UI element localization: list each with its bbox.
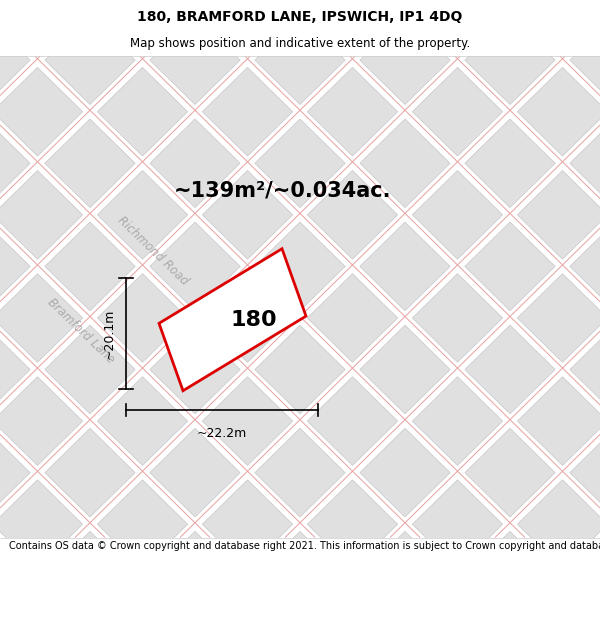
Polygon shape <box>412 0 503 53</box>
Polygon shape <box>570 531 600 620</box>
Polygon shape <box>45 119 135 208</box>
Polygon shape <box>412 377 503 466</box>
Polygon shape <box>45 222 135 311</box>
Text: ~139m²/~0.034ac.: ~139m²/~0.034ac. <box>173 181 391 201</box>
Polygon shape <box>45 531 135 620</box>
Polygon shape <box>360 325 450 414</box>
Text: Contains OS data © Crown copyright and database right 2021. This information is : Contains OS data © Crown copyright and d… <box>9 541 600 551</box>
Polygon shape <box>517 68 600 156</box>
Polygon shape <box>159 249 306 391</box>
Polygon shape <box>517 171 600 259</box>
Polygon shape <box>0 16 30 104</box>
Polygon shape <box>307 377 398 466</box>
Polygon shape <box>570 222 600 311</box>
Polygon shape <box>0 119 30 208</box>
Polygon shape <box>202 480 293 569</box>
Polygon shape <box>150 119 240 208</box>
Polygon shape <box>255 16 345 104</box>
Polygon shape <box>97 68 188 156</box>
Polygon shape <box>0 531 30 620</box>
Polygon shape <box>255 531 345 620</box>
Text: ~20.1m: ~20.1m <box>103 308 116 359</box>
Text: ~22.2m: ~22.2m <box>197 427 247 439</box>
Polygon shape <box>307 480 398 569</box>
Polygon shape <box>0 171 83 259</box>
Polygon shape <box>465 531 555 620</box>
Polygon shape <box>0 0 83 53</box>
Polygon shape <box>202 583 293 625</box>
Text: 180, BRAMFORD LANE, IPSWICH, IP1 4DQ: 180, BRAMFORD LANE, IPSWICH, IP1 4DQ <box>137 10 463 24</box>
Polygon shape <box>0 480 83 569</box>
Polygon shape <box>150 16 240 104</box>
Polygon shape <box>0 274 83 362</box>
Polygon shape <box>412 68 503 156</box>
Polygon shape <box>202 377 293 466</box>
Polygon shape <box>45 16 135 104</box>
Polygon shape <box>45 325 135 414</box>
Polygon shape <box>0 325 30 414</box>
Polygon shape <box>97 274 188 362</box>
Polygon shape <box>412 583 503 625</box>
Polygon shape <box>412 274 503 362</box>
Polygon shape <box>307 0 398 53</box>
Text: Richmond Road: Richmond Road <box>115 214 191 288</box>
Polygon shape <box>465 325 555 414</box>
Polygon shape <box>307 68 398 156</box>
Polygon shape <box>517 274 600 362</box>
Text: Bramford Lane: Bramford Lane <box>45 296 117 366</box>
Polygon shape <box>517 480 600 569</box>
Polygon shape <box>202 274 293 362</box>
Polygon shape <box>97 0 188 53</box>
Polygon shape <box>465 222 555 311</box>
Polygon shape <box>307 274 398 362</box>
Polygon shape <box>97 480 188 569</box>
Polygon shape <box>45 428 135 517</box>
Polygon shape <box>0 68 83 156</box>
Polygon shape <box>150 222 240 311</box>
Polygon shape <box>465 119 555 208</box>
Polygon shape <box>97 583 188 625</box>
Polygon shape <box>97 171 188 259</box>
Polygon shape <box>517 0 600 53</box>
Polygon shape <box>360 119 450 208</box>
Polygon shape <box>0 583 83 625</box>
Polygon shape <box>360 222 450 311</box>
Polygon shape <box>0 377 83 466</box>
Polygon shape <box>360 16 450 104</box>
Polygon shape <box>360 531 450 620</box>
Polygon shape <box>412 171 503 259</box>
Polygon shape <box>150 428 240 517</box>
Polygon shape <box>570 16 600 104</box>
Polygon shape <box>255 222 345 311</box>
Polygon shape <box>202 0 293 53</box>
Polygon shape <box>465 16 555 104</box>
Polygon shape <box>465 428 555 517</box>
Polygon shape <box>307 583 398 625</box>
Polygon shape <box>0 222 30 311</box>
Text: 180: 180 <box>230 310 277 330</box>
Polygon shape <box>517 377 600 466</box>
Polygon shape <box>360 428 450 517</box>
Polygon shape <box>570 325 600 414</box>
Polygon shape <box>517 583 600 625</box>
Polygon shape <box>97 377 188 466</box>
Polygon shape <box>150 531 240 620</box>
Polygon shape <box>150 325 240 414</box>
Polygon shape <box>412 480 503 569</box>
Polygon shape <box>570 428 600 517</box>
Polygon shape <box>0 428 30 517</box>
Polygon shape <box>255 119 345 208</box>
Polygon shape <box>307 171 398 259</box>
Polygon shape <box>255 325 345 414</box>
Polygon shape <box>255 428 345 517</box>
Text: Map shows position and indicative extent of the property.: Map shows position and indicative extent… <box>130 38 470 51</box>
Polygon shape <box>570 119 600 208</box>
Polygon shape <box>202 171 293 259</box>
Polygon shape <box>202 68 293 156</box>
